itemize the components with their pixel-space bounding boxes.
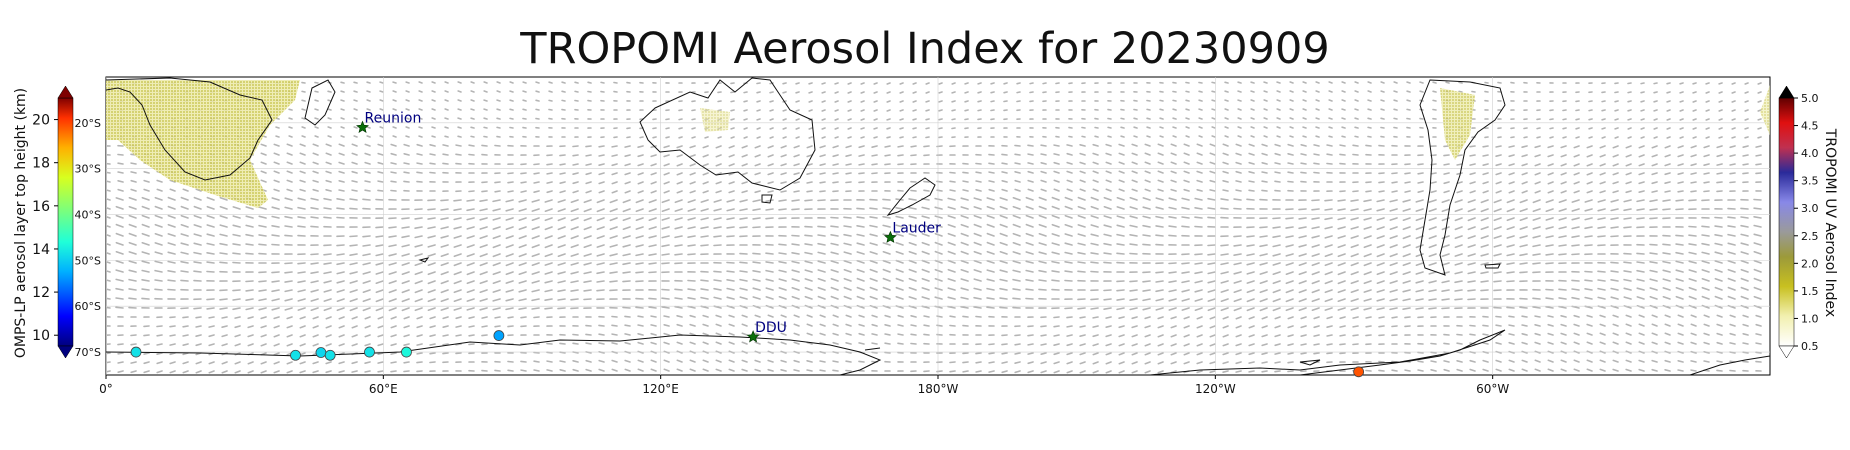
omps-point-5 <box>401 346 412 358</box>
right-colorbar-extend-top <box>1778 85 1795 99</box>
left-colorbar: 10 12 14 16 18 20 OMPS-LP aerosol layer top h… <box>13 85 74 359</box>
omps-point-4 <box>364 346 375 358</box>
left-colorbar-extend-bottom <box>57 345 74 359</box>
left-colorbar-bar <box>57 97 74 347</box>
station-marker-reunion <box>356 120 369 133</box>
x-tick-label-5: 60°W <box>1476 382 1509 396</box>
aerosol-patches <box>106 80 1770 208</box>
left-cb-tick-label-5: 20 <box>32 113 50 129</box>
lat-tick-label-2: 40°S <box>75 209 101 222</box>
coastlines <box>106 77 1770 375</box>
right-colorbar-ticks: 0.5 1.0 1.5 2.0 2.5 3.0 3.5 4.0 4.5 5.0 <box>1794 92 1819 353</box>
lat-tick-label-1: 30°S <box>75 163 101 176</box>
x-tick-label-1: 60°E <box>369 382 398 396</box>
x-tick-label-4: 120°W <box>1195 382 1236 396</box>
aerosol-patch-atlantic <box>1760 85 1770 136</box>
lat-tick-label-0: 20°S <box>75 117 101 130</box>
left-cb-tick-label-1: 12 <box>32 285 50 301</box>
left-cb-tick-label-0: 10 <box>32 328 50 344</box>
right-cb-tick-label-6: 3.5 <box>1801 175 1819 188</box>
right-cb-tick-label-3: 2.0 <box>1801 257 1819 270</box>
omps-point-2 <box>315 347 327 358</box>
right-cb-tick-label-1: 1.0 <box>1801 312 1819 325</box>
omps-point-3 <box>324 349 336 361</box>
station-label-reunion: Reunion <box>365 110 422 126</box>
right-cb-tick-label-9: 5.0 <box>1801 92 1819 105</box>
station-label-ddu: DDU <box>755 320 787 336</box>
right-colorbar-extend-bottom <box>1778 345 1795 359</box>
right-cb-tick-label-7: 4.0 <box>1801 147 1819 160</box>
left-cb-tick-label-4: 18 <box>32 156 50 172</box>
left-colorbar-label: OMPS-LP aerosol layer top height (km) <box>13 88 29 358</box>
chart-title: TROPOMI Aerosol Index for 20230909 <box>520 24 1330 74</box>
right-cb-tick-label-2: 1.5 <box>1801 285 1819 298</box>
lat-tick-label-5: 70°S <box>75 346 101 359</box>
omps-point-0 <box>130 346 142 358</box>
omps-point-1 <box>290 349 301 361</box>
omps-points <box>130 330 1365 378</box>
left-cb-tick-label-2: 14 <box>32 242 50 258</box>
right-cb-tick-label-5: 3.0 <box>1801 202 1819 215</box>
right-cb-tick-label-0: 0.5 <box>1801 340 1819 353</box>
station-label-lauder: Lauder <box>892 220 941 236</box>
lat-tick-label-4: 60°S <box>75 300 101 313</box>
right-colorbar-bar <box>1778 97 1795 347</box>
omps-point-7 <box>1353 366 1365 378</box>
x-tick-label-0: 0° <box>99 382 113 396</box>
x-axis-ticks: 0° 60°E 120°E 180°W 120°W 60°W <box>99 375 1509 396</box>
omps-point-6 <box>493 330 505 341</box>
left-cb-tick-label-3: 16 <box>32 199 50 215</box>
right-colorbar: 0.5 1.0 1.5 2.0 2.5 3.0 3.5 4.0 4.5 5.0 TROPOMI U… <box>1778 85 1838 359</box>
station-markers: Reunion Lauder DDU <box>356 110 941 343</box>
x-tick-label-3: 180°W <box>918 382 959 396</box>
right-colorbar-label: TROPOMI UV Aerosol Index <box>1822 128 1838 317</box>
lat-axis-ticks: 20°S 30°S 40°S 50°S 60°S 70°S <box>75 117 101 359</box>
aerosol-patch-africa <box>106 80 300 208</box>
station-marker-ddu <box>746 330 760 343</box>
aerosol-patch-southamerica <box>1440 88 1475 160</box>
aerosol-patch-australia <box>700 108 730 132</box>
gridlines <box>106 77 1770 375</box>
station-marker-lauder <box>883 230 897 243</box>
left-colorbar-extend-top <box>57 85 74 99</box>
left-colorbar-ticks: 10 12 14 16 18 20 <box>32 113 58 344</box>
right-cb-tick-label-8: 4.5 <box>1801 120 1819 133</box>
lat-tick-label-3: 50°S <box>75 254 101 267</box>
right-cb-tick-label-4: 2.5 <box>1801 230 1819 243</box>
x-tick-label-2: 120°E <box>642 382 679 396</box>
